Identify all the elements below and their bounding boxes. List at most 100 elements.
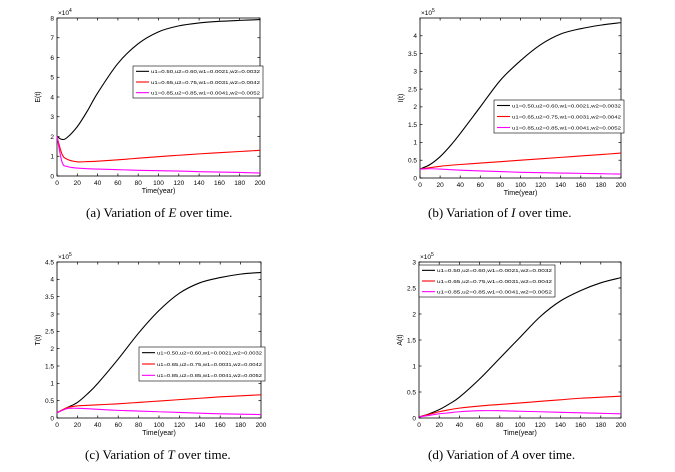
- x-tick-label: 120: [535, 422, 546, 429]
- x-tick-label: 160: [214, 180, 225, 187]
- x-tick-label: 60: [115, 422, 123, 429]
- y-tick-label: 2.5: [407, 285, 416, 292]
- x-tick-label: 140: [555, 422, 566, 429]
- y-axis-label: I(t): [398, 94, 405, 103]
- x-tick-label: 100: [153, 180, 164, 187]
- legend-entry: u1=0.50,u2=0.60,w1=0.0021,w2=0.0032: [512, 103, 622, 108]
- series-line-1: [56, 394, 262, 414]
- caption-b: (b) Variation of I over time.: [428, 205, 571, 221]
- x-tick-label: 0: [417, 422, 421, 429]
- legend-box: [132, 65, 264, 99]
- x-tick-label: 140: [194, 180, 205, 187]
- y-tick-label: 4: [413, 33, 417, 40]
- chart-panel-2: 0 20 40 60 80 100 120 140 160 180 200 0 0.5 1 1.5 2 2.5 3…: [35, 252, 267, 437]
- x-tick-label: 100: [515, 422, 526, 429]
- x-tick-label: 80: [135, 180, 143, 187]
- y-tick-label: 0.5: [408, 158, 417, 165]
- y-exponent-power: 5: [432, 8, 435, 14]
- series-line-1: [419, 152, 622, 170]
- x-axis-label: Time(year): [142, 188, 176, 195]
- caption-d-var: A: [511, 447, 520, 462]
- x-tick-label: 80: [496, 422, 504, 429]
- y-tick-label: 7: [50, 35, 54, 42]
- y-tick-label: 2: [412, 311, 416, 318]
- legend: u1=0.50,u2=0.60,w1=0.0021,w2=0.0032 u1=0.…: [138, 346, 266, 382]
- y-tick-label: 1: [413, 140, 417, 147]
- y-tick-label: 1.5: [45, 363, 54, 370]
- x-tick-label: 180: [234, 180, 245, 187]
- x-tick-label: 0: [55, 180, 59, 187]
- x-tick-label: 140: [555, 182, 566, 189]
- legend-entry: u1=0.65,u2=0.75,w1=0.0031,w2=0.0042: [157, 362, 263, 367]
- y-tick-label: 1: [50, 154, 54, 161]
- series-line-2: [418, 410, 622, 418]
- y-tick-label: 2: [50, 134, 54, 141]
- x-tick-label: 200: [616, 182, 627, 189]
- y-axis-label: A(t): [397, 334, 404, 345]
- series-line-0: [56, 271, 262, 414]
- legend-entry: u1=0.85,u2=0.85,w1=0.0041,w2=0.0052: [151, 90, 261, 95]
- x-axis-label: Time(year): [142, 430, 176, 437]
- y-tick-label: 3: [412, 259, 416, 266]
- caption-c: (c) Variation of T over time.: [85, 447, 231, 463]
- series-line-2: [56, 407, 262, 416]
- y-tick-label: 2.5: [408, 86, 417, 93]
- x-axis-label: Time(year): [503, 430, 537, 437]
- series-line-0: [419, 22, 622, 170]
- x-tick-label: 120: [174, 422, 185, 429]
- series-line-2: [56, 136, 261, 174]
- x-tick-label: 180: [235, 422, 246, 429]
- y-exponent: ×105: [420, 252, 434, 261]
- x-tick-label: 20: [74, 422, 82, 429]
- x-tick-label: 40: [456, 422, 464, 429]
- x-tick-label: 180: [595, 422, 606, 429]
- caption-b-var: I: [511, 205, 516, 220]
- y-tick-label: 0: [50, 415, 54, 422]
- chart-panel-3: 0 20 40 60 80 100 120 140 160 180 200 0 0.5 1 1.5 2 2.5 3…: [397, 252, 627, 437]
- x-tick-label: 40: [457, 182, 465, 189]
- y-tick-label: 6: [50, 55, 54, 62]
- caption-c-var: T: [167, 447, 175, 462]
- x-tick-label: 20: [436, 182, 444, 189]
- y-tick-label: 1: [412, 363, 416, 370]
- plot-frame: [419, 17, 622, 179]
- x-tick-label: 200: [616, 422, 627, 429]
- y-tick-label: 0: [50, 173, 54, 180]
- legend: u1=0.50,u2=0.60,w1=0.0021,w2=0.0032 u1=0.…: [418, 264, 556, 298]
- legend: u1=0.50,u2=0.60,w1=0.0021,w2=0.0032 u1=0.…: [132, 65, 264, 99]
- caption-d-suffix: over time.: [519, 447, 576, 462]
- y-exponent-power: 5: [69, 252, 72, 258]
- legend-entry: u1=0.50,u2=0.60,w1=0.0021,w2=0.0032: [157, 350, 263, 355]
- caption-a-suffix: over time.: [176, 205, 233, 220]
- x-tick-label: 160: [575, 182, 586, 189]
- legend-entry: u1=0.50,u2=0.60,w1=0.0021,w2=0.0032: [437, 268, 553, 273]
- x-tick-label: 120: [173, 180, 184, 187]
- caption-d-text: (d) Variation of: [428, 447, 512, 462]
- x-tick-label: 20: [74, 180, 82, 187]
- series-line-1: [418, 395, 622, 418]
- y-tick-label: 4: [50, 94, 54, 101]
- y-tick-label: 0: [413, 175, 417, 182]
- y-tick-label: 0.5: [407, 389, 416, 396]
- x-tick-label: 200: [255, 180, 266, 187]
- caption-c-suffix: over time.: [174, 447, 231, 462]
- y-axis-label: T(t): [35, 335, 42, 346]
- y-tick-label: 3.5: [45, 294, 54, 301]
- plot-frame: [56, 261, 262, 419]
- y-exponent: ×105: [58, 252, 72, 261]
- series-line-0: [56, 19, 261, 141]
- y-tick-label: 1.5: [407, 337, 416, 344]
- x-tick-label: 60: [476, 422, 484, 429]
- caption-b-suffix: over time.: [515, 205, 572, 220]
- x-tick-label: 120: [535, 182, 546, 189]
- legend-entry: u1=0.50,u2=0.60,w1=0.0021,w2=0.0032: [151, 69, 261, 74]
- caption-b-text: (b) Variation of: [428, 205, 512, 220]
- x-tick-label: 40: [94, 180, 102, 187]
- legend-box: [418, 264, 556, 298]
- chart-panel-1: 0 20 40 60 80 100 120 140 160 180 200 0 0.5 1 1.5 2 2.5 3…: [398, 8, 627, 197]
- legend-entry: u1=0.85,u2=0.85,w1=0.0041,w2=0.0052: [157, 373, 263, 378]
- y-tick-label: 1: [50, 381, 54, 388]
- caption-d: (d) Variation of A over time.: [428, 447, 575, 463]
- legend-entry: u1=0.85,u2=0.85,w1=0.0041,w2=0.0052: [512, 125, 622, 130]
- x-tick-label: 140: [194, 422, 205, 429]
